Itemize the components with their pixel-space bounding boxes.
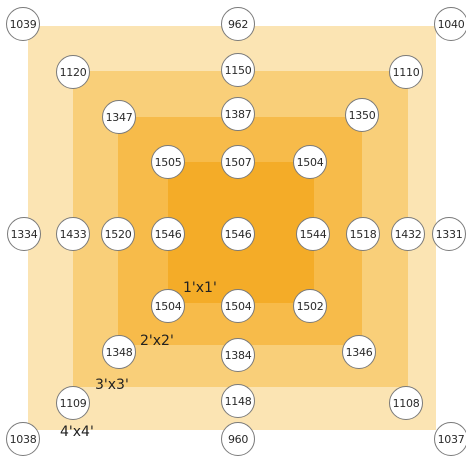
- reading-marker: 1039: [6, 7, 40, 41]
- reading-marker: 1433: [56, 217, 90, 251]
- reading-marker: 1334: [7, 217, 41, 251]
- zone-label-1x1: 1'x1': [183, 280, 217, 296]
- reading-marker: 1504: [293, 145, 327, 179]
- reading-marker: 1150: [221, 53, 255, 87]
- reading-marker: 962: [221, 7, 255, 41]
- reading-marker: 1347: [102, 100, 136, 134]
- reading-marker: 1507: [221, 145, 255, 179]
- reading-marker: 1040: [434, 7, 466, 41]
- zone-label-2x2: 2'x2': [140, 333, 174, 349]
- reading-marker: 1544: [296, 217, 330, 251]
- reading-marker: 1387: [221, 97, 255, 131]
- reading-marker: 1348: [102, 335, 136, 369]
- reading-marker: 1502: [293, 289, 327, 323]
- reading-marker: 1432: [391, 217, 425, 251]
- reading-marker: 1109: [56, 386, 90, 420]
- reading-marker: 1110: [389, 55, 423, 89]
- reading-marker: 1108: [389, 386, 423, 420]
- reading-marker: 1384: [221, 338, 255, 372]
- zone-label-3x3: 3'x3': [95, 377, 129, 393]
- reading-marker: 1037: [434, 422, 466, 456]
- reading-marker: 1505: [151, 145, 185, 179]
- reading-marker: 960: [221, 422, 255, 456]
- reading-marker: 1331: [432, 217, 466, 251]
- reading-marker: 1120: [56, 55, 90, 89]
- reading-marker: 1546: [151, 217, 185, 251]
- reading-marker: 1520: [101, 217, 135, 251]
- reading-marker: 1504: [151, 289, 185, 323]
- reading-marker: 1148: [221, 384, 255, 418]
- zone-label-4x4: 4'x4': [60, 424, 94, 440]
- reading-marker: 1346: [342, 335, 376, 369]
- reading-marker: 1504: [221, 289, 255, 323]
- reading-marker: 1518: [346, 217, 380, 251]
- reading-marker: 1350: [345, 98, 379, 132]
- reading-marker: 1546: [221, 217, 255, 251]
- reading-marker: 1038: [6, 422, 40, 456]
